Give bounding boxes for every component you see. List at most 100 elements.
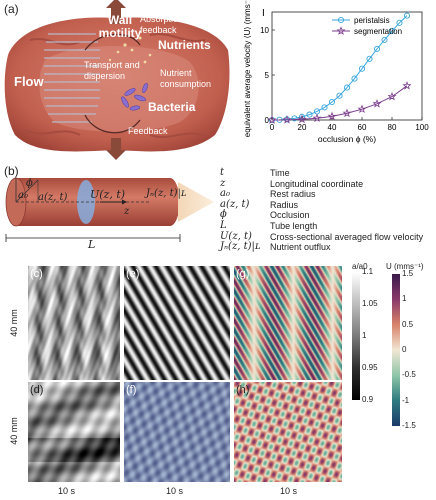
- data-point-peristalsis: [381, 36, 388, 43]
- heatmap-h: [234, 382, 342, 482]
- data-point-peristalsis: [403, 12, 411, 19]
- intestine-illustration: [4, 0, 230, 160]
- legend-symbol: ϕ: [220, 209, 227, 221]
- heatmap-e: [124, 266, 230, 380]
- data-point-peristalsis: [343, 84, 351, 91]
- data-point-peristalsis: [388, 27, 396, 34]
- x-tick-label: 60: [358, 123, 367, 132]
- legend-description: Nutrient outflux: [270, 242, 331, 253]
- heatmap-letter-c: (c): [30, 268, 43, 280]
- data-point-segmentation: [312, 113, 322, 123]
- colorbar-tick-label: 0: [402, 345, 407, 354]
- legend-description: Occlusion: [270, 210, 310, 221]
- colorbar-tick-label: -1: [402, 395, 410, 405]
- y-tick-label: 5: [265, 71, 270, 80]
- colorbar-tick-label: 1: [402, 294, 407, 304]
- data-point-peristalsis: [351, 75, 358, 82]
- heatmap-grid: 40 mm 40 mm (c) (e) (g) (d) (f) (h) 10 s…: [0, 256, 436, 500]
- tube-label-a: a(z, t): [38, 192, 68, 203]
- panel-b-tube: (b) a₀ ϕ a(z, t) U(z, t) z Jₙ(z, t)|ʟ L: [0, 164, 218, 252]
- colorbar-tick-label: 0.5: [402, 319, 414, 329]
- legend-row: a(z, t) Radius: [218, 198, 436, 211]
- heatmap-f: [124, 382, 230, 482]
- panel-a-letter: (a): [4, 2, 19, 16]
- legend-row: Jₙ(z, t)|ʟ Nutrient outflux: [218, 242, 436, 253]
- legend-row: L Tube length: [218, 220, 436, 232]
- tube-label-a0: a₀: [18, 190, 28, 201]
- legend-symbol: a(z, t): [220, 198, 250, 210]
- heatmap-letter-h: (h): [236, 384, 250, 396]
- heatmap-g: [234, 266, 342, 380]
- y-tick-label: 10: [260, 26, 269, 35]
- panel-b-letter: (b): [4, 164, 19, 178]
- tube-label-phi: ϕ: [26, 178, 33, 189]
- legend-description: Longitudinal coordinate: [270, 178, 364, 189]
- data-point-peristalsis: [321, 104, 328, 111]
- legend-marker-peristalsis: [337, 16, 345, 24]
- legend-description: Rest radius: [270, 189, 316, 200]
- tube-diagram: [5, 177, 214, 242]
- panel-a-illustration: (a) Wall motility Absorption & feedback …: [0, 0, 232, 160]
- x-tick-label: 80: [388, 123, 397, 132]
- y-axis-label: equivalent average velocity ⟨U⟩ (mms⁻¹): [243, 0, 252, 137]
- wall-motility-arrow: [106, 0, 126, 24]
- label-absorption: Absorption & feedback: [140, 14, 192, 35]
- y-tick-label: 0: [265, 116, 270, 125]
- label-transport: Transport and dispersion: [84, 60, 140, 81]
- heatmap-c: [28, 266, 120, 380]
- col-label-1: 10 s: [58, 486, 76, 496]
- data-point-peristalsis: [358, 65, 366, 72]
- data-point-peristalsis: [328, 98, 336, 106]
- legend-description: Tube length: [270, 220, 318, 231]
- data-point-segmentation: [357, 104, 367, 114]
- label-nutrient-consumption: Nutrient consumption: [160, 68, 212, 89]
- heatmap-letter-d: (d): [30, 384, 44, 396]
- tube-label-U: U(z, t): [90, 188, 126, 201]
- tube-label-L: L: [88, 238, 96, 251]
- data-point-segmentation: [267, 115, 277, 124]
- x-tick-label: 40: [328, 123, 337, 132]
- x-tick-label: 100: [415, 123, 429, 132]
- legend-description: Cross-sectional averaged flow velocity: [270, 231, 424, 242]
- data-point-segmentation: [402, 81, 412, 90]
- legend-label-segmentation: segmentation: [354, 27, 402, 36]
- label-feedback: Feedback: [128, 126, 168, 136]
- colorbar-tick-label: 1.1: [362, 267, 374, 276]
- heatmap-letter-f: (f): [126, 384, 137, 396]
- plot-frame: [271, 11, 423, 121]
- legend-symbol: z: [220, 177, 226, 189]
- label-flow: Flow: [14, 74, 44, 89]
- data-point-segmentation: [297, 114, 307, 124]
- heatmap-letter-g: (g): [236, 268, 250, 280]
- legend-marker-segmentation: [336, 26, 346, 35]
- label-wall-motility: Wall motility: [98, 13, 142, 40]
- data-point-peristalsis: [373, 45, 381, 52]
- colorbar-tick-label: -1.5: [402, 421, 416, 430]
- data-point-peristalsis: [396, 19, 403, 26]
- legend-description: Time: [270, 168, 290, 178]
- x-axis-label: occlusion ϕ (%): [318, 134, 376, 144]
- chart-letter: I: [262, 8, 265, 19]
- colorbar-a-title: a/a0: [352, 262, 368, 271]
- tube-label-JN: Jₙ(z, t)|ʟ: [146, 188, 187, 199]
- row-label-bottom: 40 mm: [9, 417, 19, 445]
- data-point-peristalsis: [291, 115, 298, 122]
- colorbar-tick-label: -0.5: [402, 370, 416, 380]
- data-point-segmentation: [342, 108, 352, 118]
- velocity-chart: 0 20 40 60 80 100 0 5 10 occlusion ϕ (%) equivalen…: [236, 0, 436, 160]
- colorbar-u-title: U (mms⁻¹): [386, 262, 424, 271]
- legend-description: Radius: [270, 199, 299, 210]
- data-point-peristalsis: [336, 92, 343, 99]
- colorbar-u: [392, 274, 400, 426]
- legend-row: U(z, t) Cross-sectional averaged flow vel…: [218, 231, 436, 243]
- legend-label-peristalsis: peristalsis: [354, 16, 390, 25]
- heatmap-letter-e: (e): [126, 268, 140, 280]
- col-label-2: 10 s: [166, 486, 184, 496]
- data-point-peristalsis: [366, 55, 373, 62]
- colorbar-tick-label: 0.95: [362, 363, 378, 372]
- legend-symbol: a₀: [220, 188, 230, 200]
- colorbar-tick-label: 0.9: [362, 395, 374, 404]
- series-line-segmentation: [271, 85, 408, 121]
- bacteria-shapes: [121, 82, 148, 111]
- legend-row: a₀ Rest radius: [218, 189, 436, 200]
